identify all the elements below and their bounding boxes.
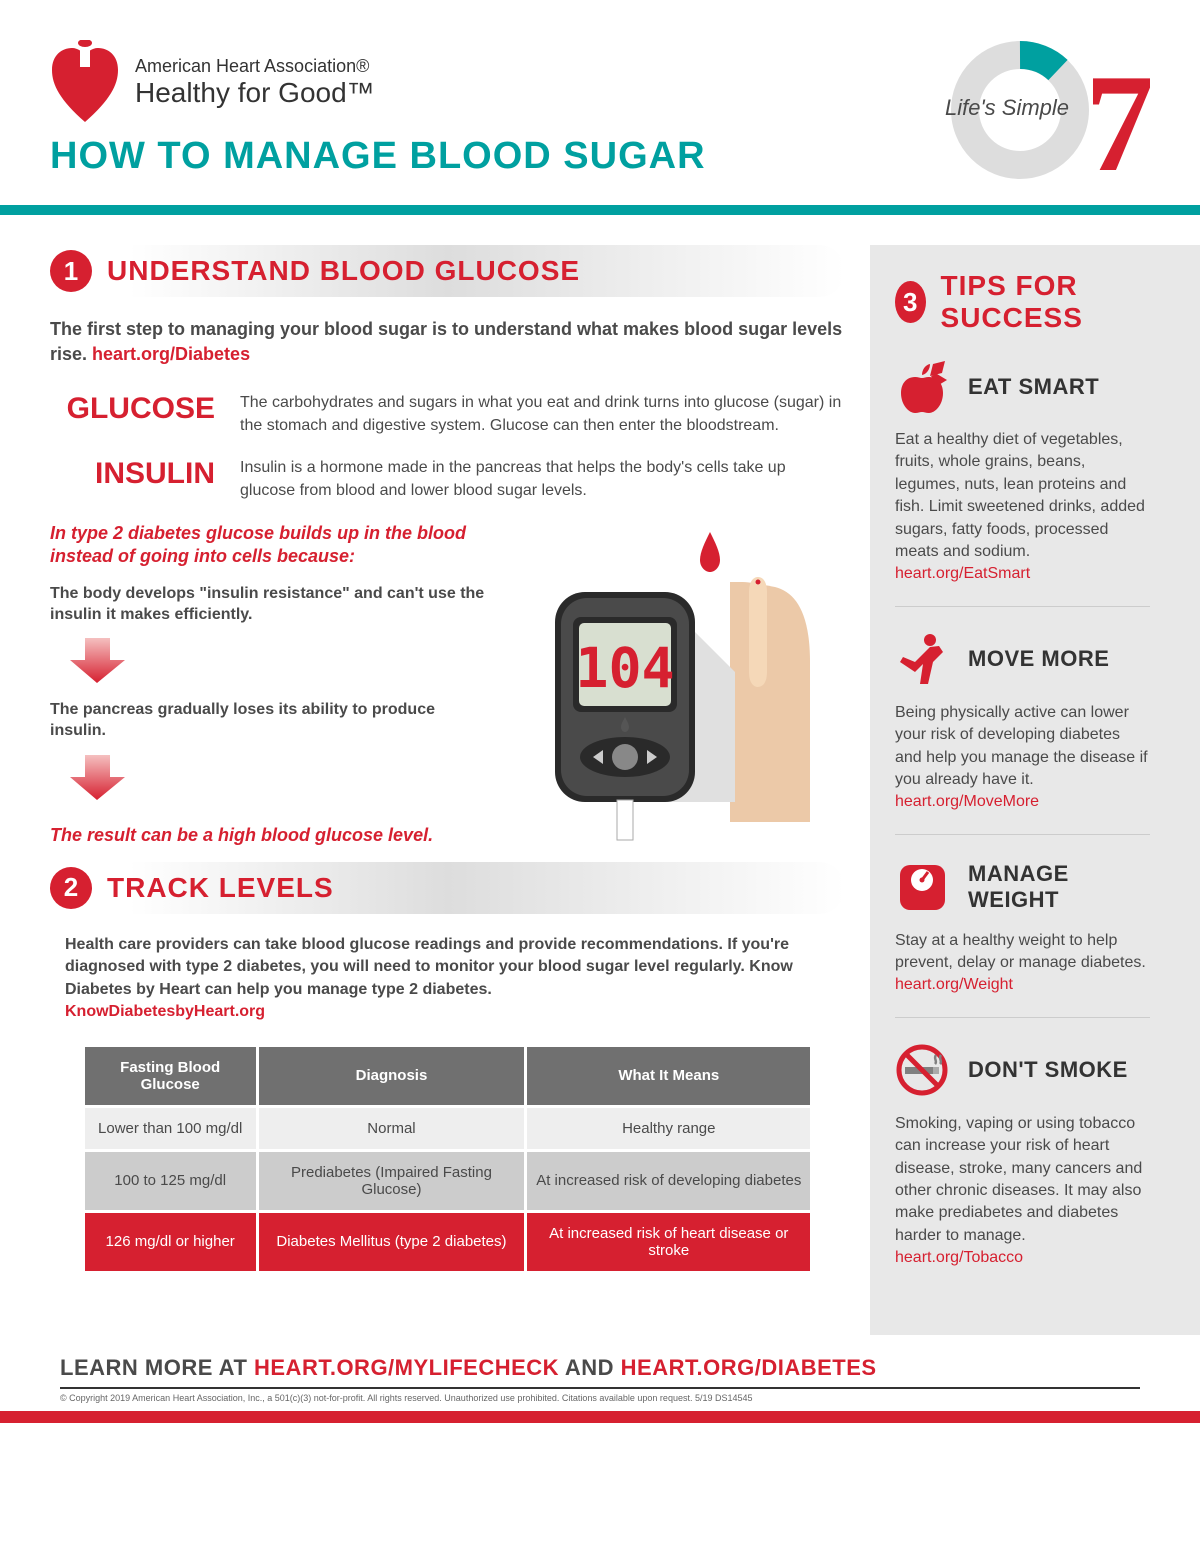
lifes-simple-7-badge: 7 Life's Simple bbox=[930, 40, 1150, 190]
kdbh-link[interactable]: KnowDiabetesbyHeart.org bbox=[65, 1003, 265, 1020]
tip-nosmoking: DON'T SMOKESmoking, vaping or using toba… bbox=[895, 1043, 1150, 1290]
section-3-header: 3 TIPS FOR SUCCESS bbox=[895, 265, 1150, 339]
tip-link[interactable]: heart.org/Weight bbox=[895, 976, 1013, 993]
section-2-header: 2 TRACK LEVELS bbox=[50, 862, 845, 914]
tip-scale: MANAGE WEIGHTStay at a healthy weight to… bbox=[895, 860, 1150, 1018]
section-2-intro: Health care providers can take blood glu… bbox=[50, 934, 845, 1024]
glucose-definition: GLUCOSE The carbohydrates and sugars in … bbox=[50, 392, 845, 437]
apple-icon bbox=[895, 359, 950, 414]
section-1-header: 1 UNDERSTAND BLOOD GLUCOSE bbox=[50, 245, 845, 297]
move-icon bbox=[895, 632, 950, 687]
page-title: HOW TO MANAGE BLOOD SUGAR bbox=[50, 135, 706, 178]
table-header: What It Means bbox=[527, 1047, 810, 1105]
arrow-down-icon bbox=[70, 638, 125, 683]
copyright: © Copyright 2019 American Heart Associat… bbox=[60, 1393, 1140, 1403]
svg-text:7: 7 bbox=[1085, 46, 1150, 190]
table-header: Diagnosis bbox=[259, 1047, 525, 1105]
glucose-levels-table: Fasting Blood GlucoseDiagnosisWhat It Me… bbox=[82, 1044, 813, 1274]
org-name: American Heart Association® bbox=[135, 56, 375, 77]
section-number-3: 3 bbox=[895, 281, 926, 323]
tip-link[interactable]: heart.org/Tobacco bbox=[895, 1249, 1023, 1266]
section-1-intro: The first step to managing your blood su… bbox=[50, 317, 845, 367]
tip-move: MOVE MOREBeing physically active can low… bbox=[895, 632, 1150, 835]
header: American Heart Association® Healthy for … bbox=[50, 40, 1150, 190]
footer: LEARN MORE AT HEART.ORG/MYLIFECHECK AND … bbox=[50, 1355, 1150, 1403]
diabetes-footer-link[interactable]: HEART.ORG/DIABETES bbox=[621, 1355, 877, 1380]
aha-heart-logo-icon bbox=[50, 40, 120, 125]
table-row: 100 to 125 mg/dlPrediabetes (Impaired Fa… bbox=[85, 1152, 810, 1210]
tip-link[interactable]: heart.org/EatSmart bbox=[895, 565, 1030, 582]
svg-text:104: 104 bbox=[575, 636, 674, 700]
scale-icon bbox=[895, 860, 950, 915]
footer-red-bar bbox=[0, 1411, 1200, 1423]
insulin-definition: INSULIN Insulin is a hormone made in the… bbox=[50, 457, 845, 502]
table-header: Fasting Blood Glucose bbox=[85, 1047, 256, 1105]
table-row: 126 mg/dl or higherDiabetes Mellitus (ty… bbox=[85, 1213, 810, 1271]
mylifecheck-link[interactable]: HEART.ORG/MYLIFECHECK bbox=[254, 1355, 559, 1380]
type-2-flow: In type 2 diabetes glucose builds up in … bbox=[50, 522, 485, 847]
tip-apple: EAT SMARTEat a healthy diet of vegetable… bbox=[895, 359, 1150, 607]
diabetes-link[interactable]: heart.org/Diabetes bbox=[92, 344, 250, 364]
table-row: Lower than 100 mg/dlNormalHealthy range bbox=[85, 1108, 810, 1149]
tip-link[interactable]: heart.org/MoveMore bbox=[895, 793, 1039, 810]
section-number-2: 2 bbox=[50, 867, 92, 909]
glucose-meter-illustration: 104 bbox=[505, 522, 845, 847]
tagline: Healthy for Good™ bbox=[135, 77, 375, 109]
nosmoking-icon bbox=[895, 1043, 950, 1098]
divider-bar bbox=[0, 205, 1200, 215]
section-number-1: 1 bbox=[50, 250, 92, 292]
arrow-down-icon bbox=[70, 755, 125, 800]
